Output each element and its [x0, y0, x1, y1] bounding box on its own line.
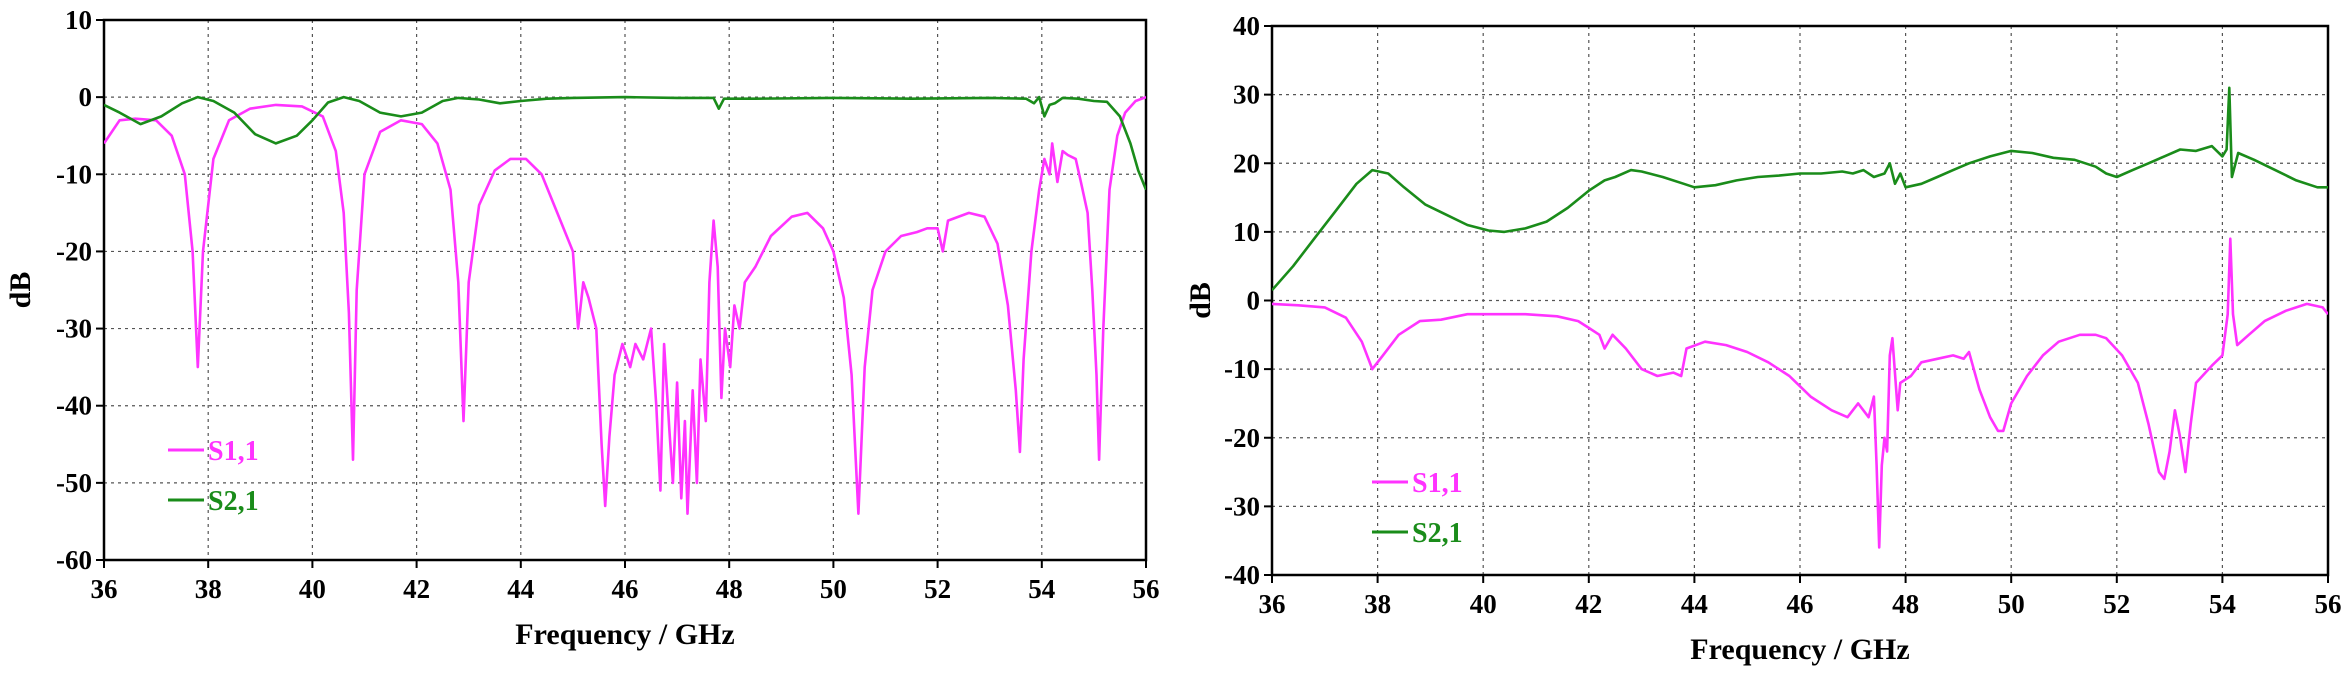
y-tick-label: 10: [1233, 217, 1260, 247]
x-tick-label: 54: [1028, 574, 1055, 604]
y-axis-label: dB: [1184, 282, 1217, 319]
x-tick-label: 36: [1259, 589, 1286, 619]
x-tick-label: 56: [1133, 574, 1160, 604]
x-axis-label: Frequency / GHz: [515, 618, 734, 651]
x-tick-label: 38: [1364, 589, 1391, 619]
x-tick-label: 52: [924, 574, 951, 604]
x-tick-label: 38: [195, 574, 222, 604]
x-tick-label: 44: [1681, 589, 1708, 619]
x-tick-label: 46: [1787, 589, 1814, 619]
y-tick-label: -10: [56, 159, 92, 189]
x-tick-label: 48: [1892, 589, 1919, 619]
x-tick-label: 40: [1470, 589, 1497, 619]
x-tick-label: 52: [2103, 589, 2130, 619]
y-axis-label: dB: [4, 272, 37, 309]
y-tick-label: -40: [1224, 560, 1260, 590]
y-tick-label: 0: [1247, 286, 1261, 316]
x-tick-label: 42: [1575, 589, 1602, 619]
legend-label-s1-1: S1,1: [208, 436, 259, 467]
y-tick-label: -30: [1224, 491, 1260, 521]
x-tick-label: 50: [820, 574, 847, 604]
y-tick-label: -50: [56, 468, 92, 498]
x-tick-label: 36: [91, 574, 118, 604]
x-tick-label: 42: [403, 574, 430, 604]
y-tick-label: -30: [56, 314, 92, 344]
y-tick-label: 20: [1233, 148, 1260, 178]
y-tick-label: -10: [1224, 354, 1260, 384]
x-tick-label: 54: [2209, 589, 2236, 619]
y-tick-label: 40: [1233, 11, 1260, 41]
legend-label-s2-1: S2,1: [208, 486, 259, 517]
x-tick-label: 44: [507, 574, 534, 604]
y-tick-label: -20: [1224, 423, 1260, 453]
x-tick-label: 40: [299, 574, 326, 604]
y-tick-label: -60: [56, 545, 92, 575]
x-tick-label: 46: [612, 574, 639, 604]
x-tick-label: 56: [2315, 589, 2342, 619]
legend-label-s2-1: S2,1: [1412, 518, 1463, 549]
y-tick-label: 0: [79, 82, 93, 112]
y-tick-label: 30: [1233, 80, 1260, 110]
y-tick-label: -40: [56, 391, 92, 421]
legend-label-s1-1: S1,1: [1412, 468, 1463, 499]
x-axis-label: Frequency / GHz: [1690, 633, 1909, 666]
y-tick-label: -20: [56, 236, 92, 266]
x-tick-label: 48: [716, 574, 743, 604]
x-tick-label: 50: [1998, 589, 2025, 619]
y-tick-label: 10: [65, 5, 92, 35]
